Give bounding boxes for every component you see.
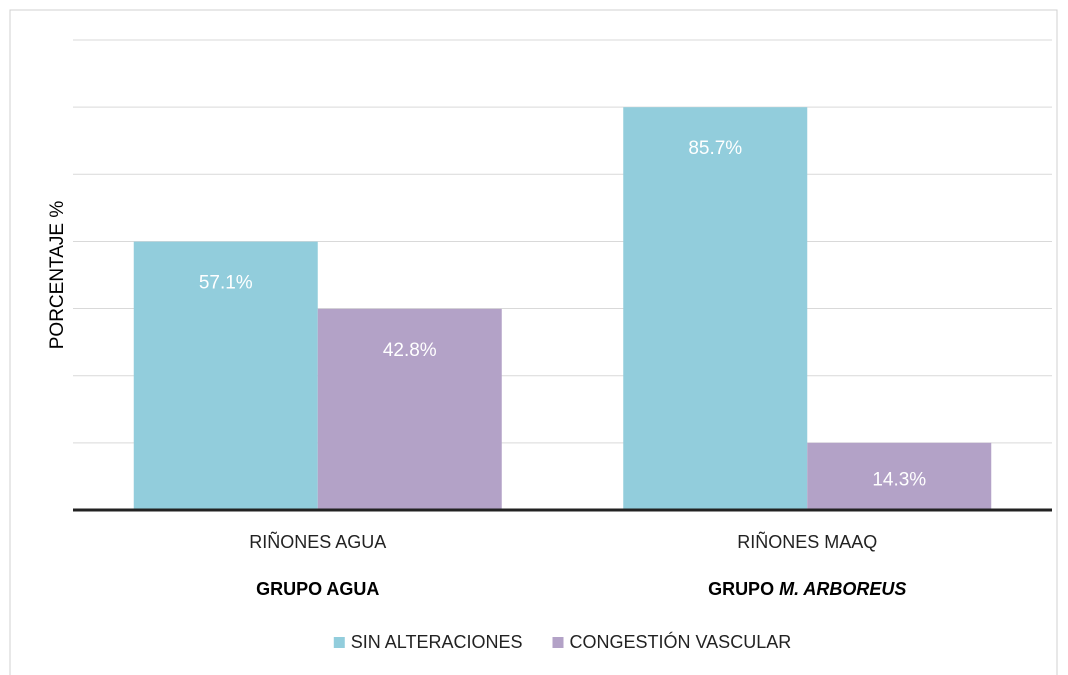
data-label: 14.3%	[872, 469, 926, 490]
x-tick-label: RIÑONES MAAQ	[737, 531, 877, 552]
legend-swatch	[333, 637, 345, 648]
group-label: GRUPO AGUA	[256, 579, 379, 599]
x-tick-label: RIÑONES AGUA	[249, 531, 386, 552]
bar	[807, 442, 992, 510]
data-label: 42.8%	[383, 340, 437, 361]
legend-swatch	[552, 637, 564, 648]
bar	[623, 107, 808, 511]
group-label: GRUPO M. ARBOREUS	[708, 579, 906, 599]
group-label-text: GRUPO AGUA	[256, 579, 379, 599]
bar	[317, 308, 502, 510]
group-label-italic: M. ARBOREUS	[779, 579, 906, 599]
data-label: 57.1%	[199, 273, 253, 294]
legend-label: CONGESTIÓN VASCULAR	[570, 631, 792, 652]
y-axis-label: PORCENTAJE %	[47, 201, 68, 350]
bar	[133, 241, 318, 510]
legend-label: SIN ALTERACIONES	[351, 632, 523, 652]
data-label: 85.7%	[688, 138, 742, 159]
group-label-text: GRUPO	[708, 579, 779, 599]
